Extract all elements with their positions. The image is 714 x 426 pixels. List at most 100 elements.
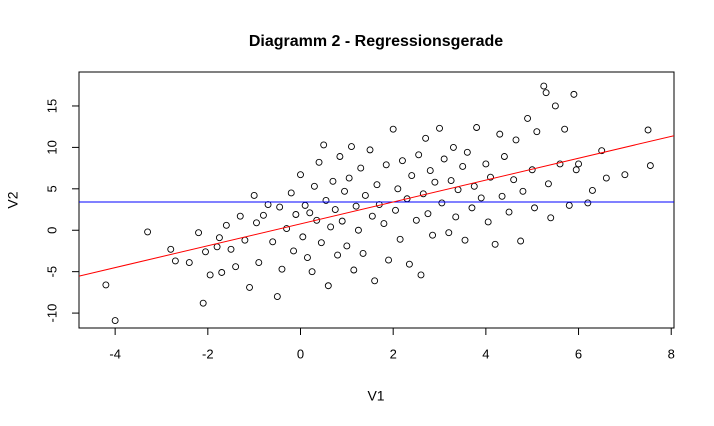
- point: [505, 208, 513, 216]
- point: [185, 259, 193, 267]
- point: [602, 174, 610, 182]
- point: [317, 239, 325, 247]
- point: [588, 187, 596, 194]
- point: [304, 254, 311, 262]
- point: [299, 233, 307, 241]
- point: [320, 141, 328, 149]
- point: [533, 128, 541, 136]
- point: [477, 194, 485, 202]
- point: [482, 160, 490, 168]
- x-tick-label: -4: [109, 346, 121, 361]
- y-axis-label: V2: [5, 191, 21, 208]
- point: [232, 263, 240, 271]
- point: [222, 221, 230, 229]
- point: [431, 178, 439, 186]
- point: [366, 146, 374, 154]
- point: [468, 204, 476, 212]
- point: [405, 260, 413, 268]
- point: [598, 147, 606, 155]
- point: [496, 130, 504, 138]
- point: [167, 245, 175, 253]
- point: [278, 265, 286, 273]
- point: [144, 228, 152, 236]
- point: [290, 247, 298, 255]
- point: [389, 125, 397, 133]
- point: [394, 185, 402, 193]
- point: [338, 217, 346, 225]
- point: [424, 210, 432, 218]
- y-tick-label: 0: [44, 227, 59, 234]
- x-tick-label: 0: [297, 346, 304, 361]
- point: [315, 158, 323, 166]
- point: [484, 218, 492, 226]
- point: [380, 220, 388, 228]
- point: [531, 204, 538, 212]
- point: [487, 173, 494, 181]
- point: [440, 155, 448, 163]
- point: [297, 171, 304, 179]
- point: [371, 277, 379, 285]
- point: [452, 213, 460, 221]
- point: [327, 223, 335, 231]
- point: [241, 236, 249, 244]
- point: [199, 299, 207, 307]
- point: [551, 102, 559, 110]
- point: [463, 148, 471, 156]
- point: [385, 256, 392, 264]
- point: [354, 226, 362, 234]
- point: [341, 187, 348, 195]
- x-axis-label: V1: [367, 388, 384, 404]
- point: [213, 243, 221, 251]
- point: [283, 225, 291, 233]
- point: [382, 161, 390, 169]
- point: [570, 90, 578, 98]
- point: [348, 143, 355, 151]
- point: [621, 171, 629, 179]
- point: [470, 182, 478, 190]
- point: [373, 181, 381, 189]
- point: [171, 257, 179, 265]
- y-tick-label: -5: [44, 266, 59, 278]
- point: [412, 216, 420, 224]
- point: [415, 151, 423, 159]
- point: [417, 271, 425, 279]
- point: [556, 160, 564, 168]
- point: [336, 153, 344, 160]
- point: [269, 238, 277, 246]
- point: [250, 191, 258, 199]
- point: [322, 196, 330, 204]
- x-tick-label: 2: [390, 346, 397, 361]
- point: [510, 176, 518, 184]
- point: [259, 211, 267, 219]
- point: [524, 114, 532, 122]
- point: [575, 160, 582, 168]
- point: [218, 269, 226, 276]
- point: [276, 203, 284, 211]
- point: [565, 201, 573, 209]
- point: [461, 236, 469, 244]
- x-tick-label: 8: [668, 346, 675, 361]
- point: [584, 199, 592, 207]
- point: [498, 192, 506, 200]
- point: [396, 235, 404, 243]
- point: [253, 219, 260, 227]
- point: [361, 191, 369, 199]
- point: [255, 259, 263, 267]
- point: [292, 211, 300, 218]
- point: [102, 281, 110, 289]
- point: [350, 266, 358, 274]
- point: [408, 172, 416, 180]
- x-tick-label: 4: [482, 346, 489, 361]
- point: [306, 209, 314, 217]
- point: [368, 212, 376, 220]
- point: [500, 153, 508, 160]
- point: [345, 174, 353, 182]
- chart-title: Diagramm 2 - Regressionsgerade: [249, 33, 503, 50]
- point: [392, 206, 399, 214]
- point: [324, 282, 332, 290]
- point: [449, 143, 457, 151]
- point: [544, 180, 552, 188]
- point: [343, 242, 351, 250]
- point: [542, 89, 550, 97]
